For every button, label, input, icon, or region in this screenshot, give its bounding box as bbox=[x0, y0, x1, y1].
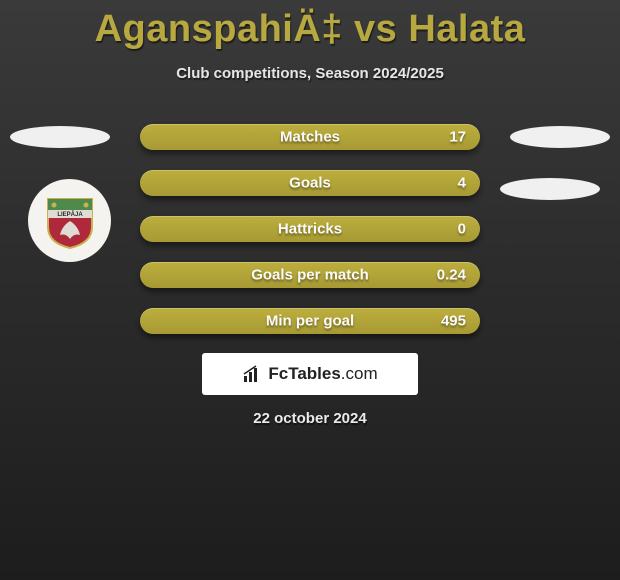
brand-prefix: Fc bbox=[268, 364, 288, 383]
stat-row-goals: Goals 4 bbox=[140, 170, 480, 196]
club-name: LIEPĀJA bbox=[57, 211, 83, 218]
placeholder-ellipse-left bbox=[10, 126, 110, 148]
stat-row-min-per-goal: Min per goal 495 bbox=[140, 308, 480, 334]
club-shield-icon: LIEPĀJA bbox=[44, 193, 96, 249]
bar-chart-icon bbox=[242, 364, 262, 384]
stat-label: Matches bbox=[280, 129, 340, 146]
brand-suffix: .com bbox=[341, 364, 378, 383]
stat-value: 4 bbox=[458, 175, 466, 192]
stat-row-hattricks: Hattricks 0 bbox=[140, 216, 480, 242]
page-subtitle: Club competitions, Season 2024/2025 bbox=[0, 65, 620, 82]
placeholder-ellipse-right-2 bbox=[500, 178, 600, 200]
stat-value: 0 bbox=[458, 221, 466, 238]
stat-row-goals-per-match: Goals per match 0.24 bbox=[140, 262, 480, 288]
stat-label: Min per goal bbox=[266, 313, 354, 330]
brand-main: Tables bbox=[288, 364, 341, 383]
fctables-link[interactable]: FcTables.com bbox=[202, 353, 418, 395]
stat-value: 0.24 bbox=[437, 267, 466, 284]
brand-text: FcTables.com bbox=[268, 364, 377, 384]
stat-row-matches: Matches 17 bbox=[140, 124, 480, 150]
page-title: AganspahiÄ‡ vs Halata bbox=[0, 0, 620, 51]
club-badge: LIEPĀJA bbox=[28, 179, 111, 262]
stat-label: Hattricks bbox=[278, 221, 342, 238]
stat-label: Goals bbox=[289, 175, 331, 192]
date-label: 22 october 2024 bbox=[0, 410, 620, 427]
stat-label: Goals per match bbox=[251, 267, 369, 284]
stat-value: 17 bbox=[449, 129, 466, 146]
stat-value: 495 bbox=[441, 313, 466, 330]
stats-panel: Matches 17 Goals 4 Hattricks 0 Goals per… bbox=[140, 124, 480, 354]
placeholder-ellipse-right-1 bbox=[510, 126, 610, 148]
